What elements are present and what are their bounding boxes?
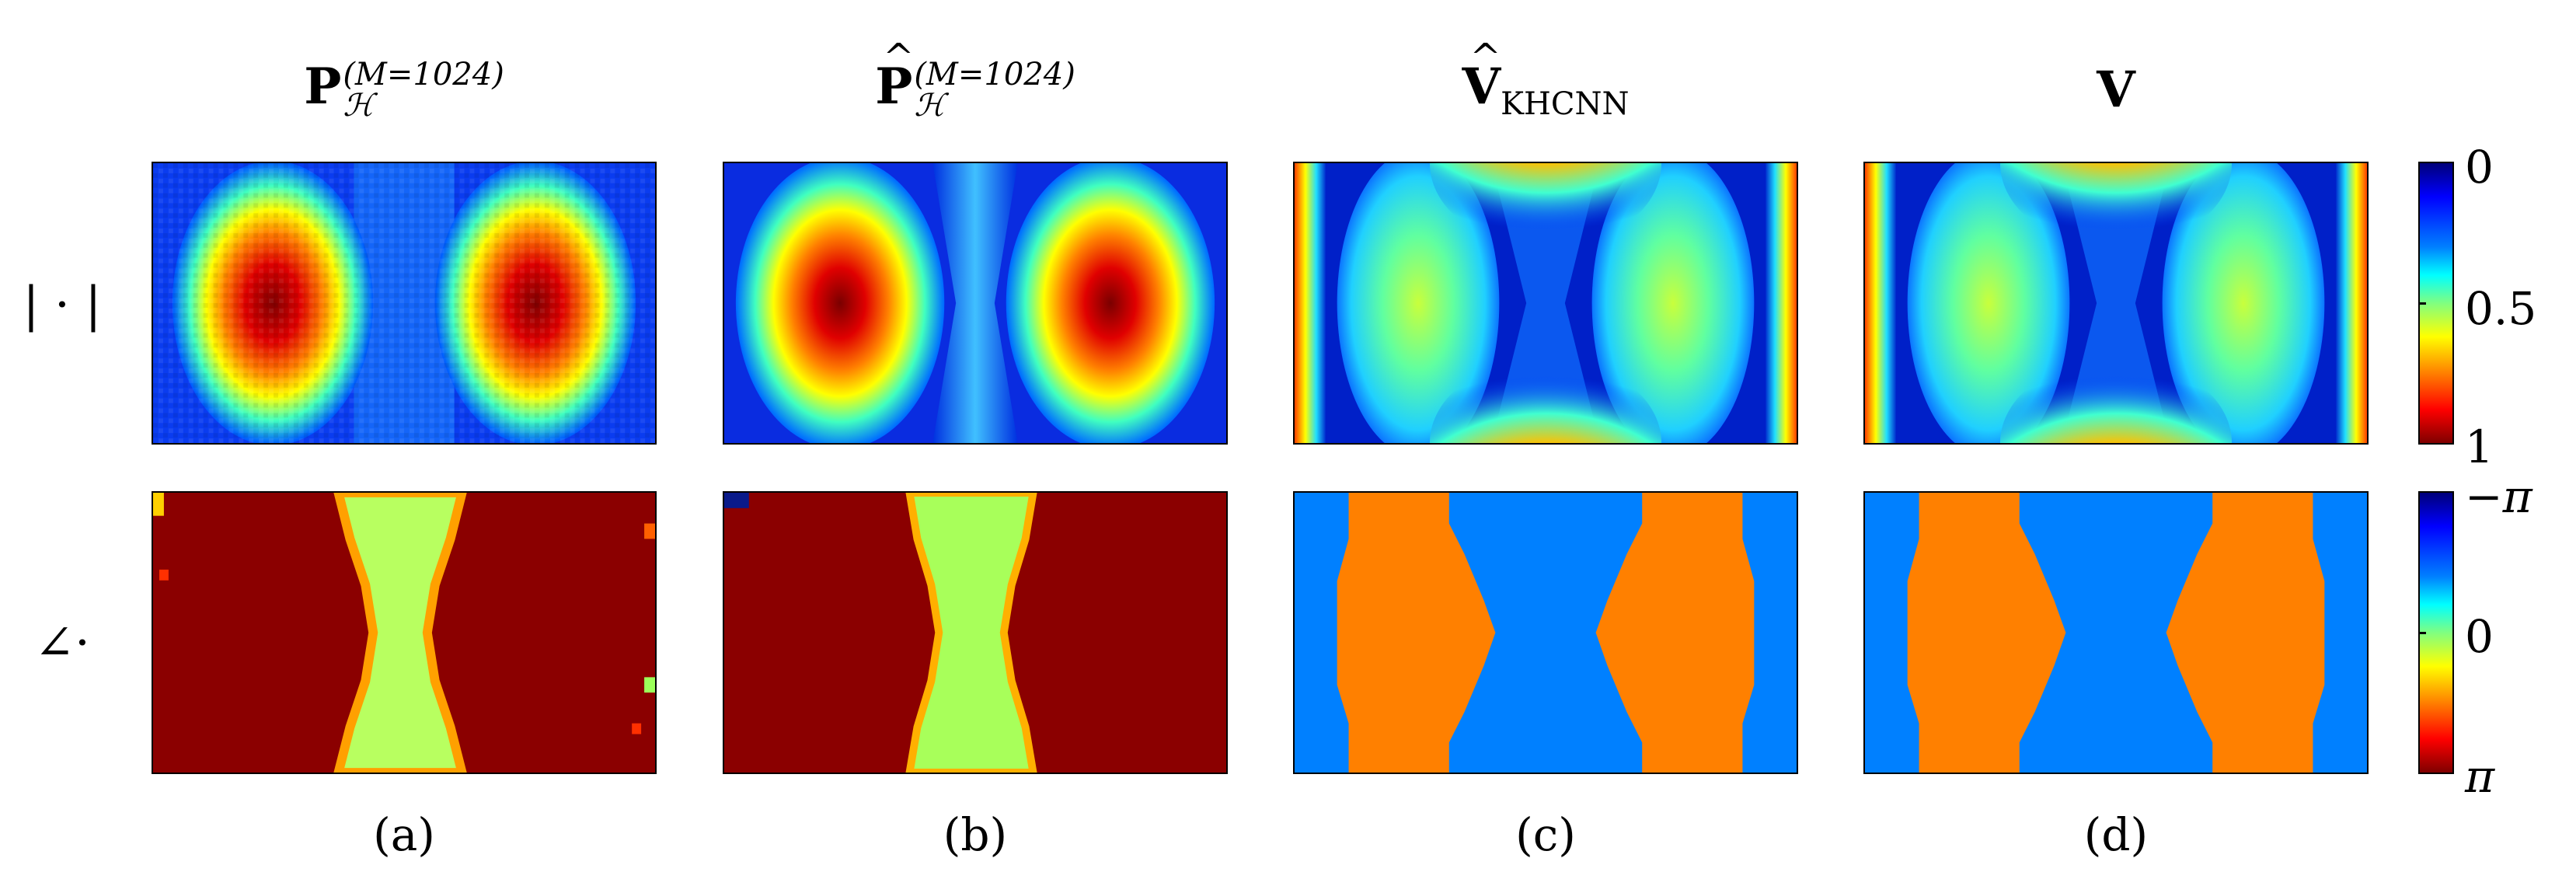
- panel-d-phase: [1863, 491, 2369, 774]
- sublabel-b: (b): [943, 808, 1008, 861]
- colorbar-magnitude-tick-1: 0.5: [2465, 282, 2537, 335]
- panel-c-phase: [1293, 491, 1798, 774]
- panel-a-phase: [152, 491, 657, 774]
- title-col-b: ^ P (M=1024) ℋ: [875, 35, 1075, 124]
- sublabel-d: (d): [2083, 808, 2149, 861]
- colorbar-phase-tick-2: π: [2465, 750, 2495, 803]
- panel-a-magnitude: [152, 162, 657, 445]
- sublabel-c: (c): [1515, 808, 1576, 861]
- panel-b-magnitude: [723, 162, 1228, 445]
- colorbar-phase-tick-1: 0: [2465, 610, 2494, 663]
- row-label-magnitude: | · |: [23, 276, 102, 333]
- title-col-d: V: [2097, 60, 2135, 119]
- panel-d-magnitude: [1863, 162, 2369, 445]
- colorbar-phase-mark: [2418, 632, 2426, 634]
- row-label-phase: ∠·: [34, 614, 90, 671]
- colorbar-magnitude-mark: [2418, 302, 2426, 305]
- colorbar-phase-tick-0: −π: [2465, 470, 2532, 523]
- colorbar-magnitude-tick-0: 0: [2465, 141, 2494, 194]
- colorbar-magnitude: [2418, 162, 2454, 445]
- panel-b-phase: [723, 491, 1228, 774]
- colorbar-magnitude-tick-2: 1: [2465, 420, 2494, 473]
- sublabel-a: (a): [373, 808, 435, 861]
- title-col-a: P (M=1024) ℋ: [304, 57, 504, 124]
- panel-c-magnitude: [1293, 162, 1798, 445]
- title-col-c: ^ VKHCNN: [1462, 35, 1630, 122]
